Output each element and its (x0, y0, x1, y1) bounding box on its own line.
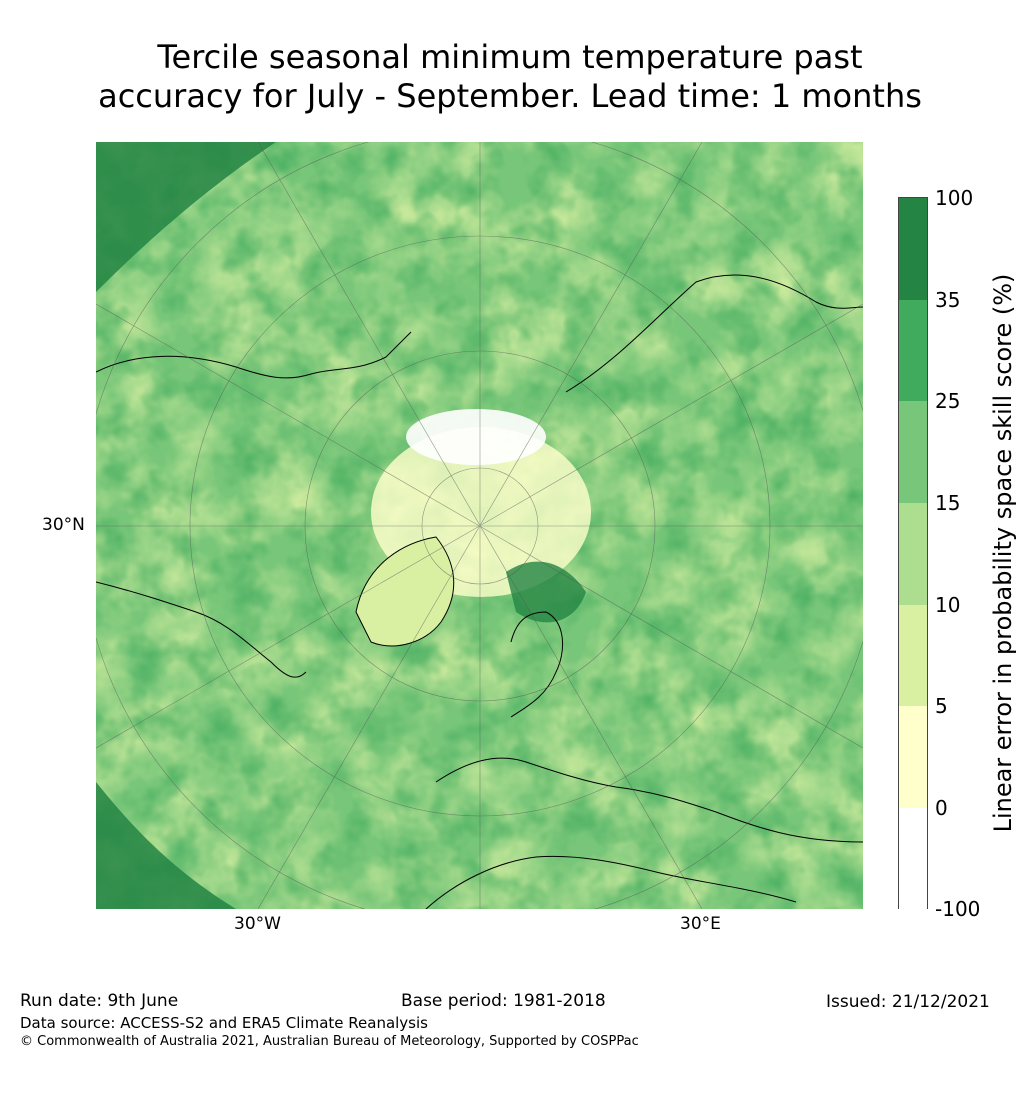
data-source: Data source: ACCESS-S2 and ERA5 Climate … (20, 1014, 428, 1032)
colorbar-tick: 35 (935, 288, 961, 312)
coastline-siberia (565, 274, 863, 393)
dark-region-nw (96, 142, 276, 292)
lat-label-30n: 30°N (42, 515, 85, 535)
colorbar-segment-35-100 (899, 198, 927, 300)
map-title: Tercile seasonal minimum temperature pas… (0, 38, 1020, 116)
colorbar-segment-10-15 (899, 503, 927, 605)
coastline-north-africa (425, 855, 797, 909)
colorbar-segment-0-5 (899, 706, 927, 808)
colorbar-tick: 10 (935, 593, 961, 617)
lon-label-30w: 30°W (234, 914, 281, 934)
colorbar (898, 197, 928, 910)
coastline-hudson (96, 581, 307, 678)
coastline-north-america (96, 331, 412, 379)
lon-label-30e: 30°E (680, 914, 721, 934)
colorbar-label: Linear error in probability space skill … (989, 273, 1017, 833)
greenland (355, 536, 455, 647)
colorbar-segment-25-35 (899, 300, 927, 401)
copyright: © Commonwealth of Australia 2021, Austra… (20, 1034, 639, 1049)
title-line-1: Tercile seasonal minimum temperature pas… (157, 38, 863, 76)
colorbar-tick: 15 (935, 491, 961, 515)
title-line-2: accuracy for July - September. Lead time… (98, 77, 922, 115)
base-period: Base period: 1981-2018 (401, 991, 606, 1011)
arctic-white-patch (406, 409, 546, 465)
colorbar-segment-15-25 (899, 401, 927, 503)
norwegian-sea-dark (506, 561, 586, 623)
run-date: Run date: 9th June (20, 991, 179, 1011)
colorbar-tick: 25 (935, 389, 961, 413)
colorbar-segment-5-10 (899, 605, 927, 706)
colorbar-segment-neg100-0 (899, 808, 927, 910)
dark-region-sw (96, 782, 236, 909)
colorbar-tick: -100 (935, 897, 981, 921)
issued-date: Issued: 21/12/2021 (826, 992, 990, 1012)
colorbar-tick: 5 (935, 694, 948, 718)
graticule (96, 142, 863, 909)
polar-map (96, 142, 863, 909)
coastline-europe (435, 757, 863, 843)
coastline-scandinavia (510, 611, 564, 718)
colorbar-tick: 100 (935, 186, 974, 210)
colorbar-tick: 0 (935, 796, 948, 820)
